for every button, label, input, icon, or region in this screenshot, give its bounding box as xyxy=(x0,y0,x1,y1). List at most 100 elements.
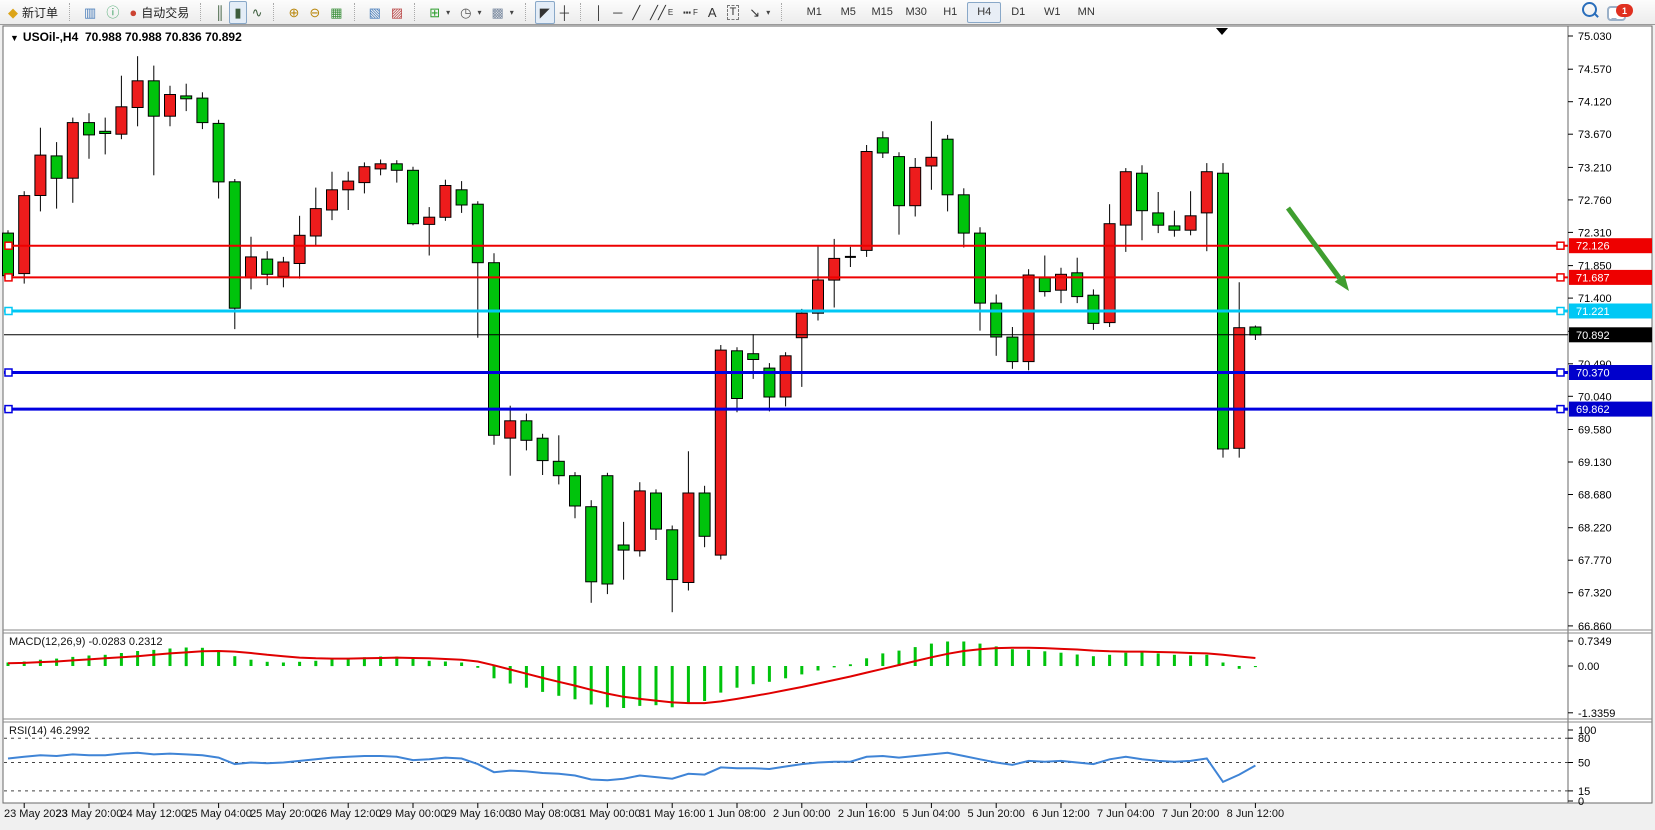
macd-bar xyxy=(994,646,998,666)
price-tick-label: 73.670 xyxy=(1578,129,1612,141)
price-tick-label: 73.210 xyxy=(1578,162,1612,174)
macd-bar xyxy=(71,656,75,666)
macd-bar xyxy=(1091,656,1095,666)
chevron-down-icon: ▾ xyxy=(766,7,771,17)
candle-body xyxy=(1055,273,1067,291)
candle-body xyxy=(650,492,662,530)
macd-bar xyxy=(719,666,723,693)
tab-timeframe-d1[interactable]: D1 xyxy=(1011,6,1026,18)
zoom-out-icon: ⊖ xyxy=(309,4,321,20)
candle-body xyxy=(828,257,841,281)
tile-windows-button[interactable]: ▦ xyxy=(325,1,347,24)
candle-body xyxy=(212,122,225,183)
search-button[interactable] xyxy=(1582,2,1597,22)
market-watch-button[interactable]: ▥ xyxy=(79,1,101,24)
channel-button[interactable]: ╱╱ E xyxy=(645,1,678,24)
macd-bar xyxy=(314,660,318,667)
notifications-button[interactable]: 1 xyxy=(1607,2,1641,22)
price-tick-label: 68.220 xyxy=(1578,523,1612,535)
line-anchor xyxy=(4,368,13,377)
time-tick-label: 1 Jun 08:00 xyxy=(708,808,766,820)
tab-timeframe-m15[interactable]: M15 xyxy=(871,6,893,18)
candle-body xyxy=(617,544,630,551)
macd-bar xyxy=(87,655,91,666)
candle-body xyxy=(50,155,63,179)
candle-body xyxy=(925,156,938,167)
candle-body xyxy=(893,156,905,207)
macd-bar xyxy=(1172,654,1176,666)
crosshair-icon: ┼ xyxy=(559,4,569,20)
macd-bar xyxy=(379,656,383,666)
price-badge-label: 71.221 xyxy=(1576,306,1610,318)
data-window-button[interactable]: ⓘ xyxy=(101,1,124,24)
tab-timeframe-m30[interactable]: M30 xyxy=(905,6,927,18)
crosshair-button[interactable]: ┼ xyxy=(555,1,574,24)
trendline-button[interactable]: ╱ xyxy=(627,1,645,24)
macd-bar xyxy=(1124,652,1128,666)
text-a-icon: A xyxy=(707,4,717,20)
macd-bar xyxy=(217,650,221,666)
fibonacci-button[interactable]: ┅ F xyxy=(678,1,703,24)
bar-chart-type-button[interactable]: ║ xyxy=(210,1,229,24)
fibonacci-icon-suffix: F xyxy=(693,7,698,17)
tab-timeframe-m5[interactable]: M5 xyxy=(840,6,856,18)
trend-arrow-head xyxy=(1334,274,1349,291)
price-tick-label: 67.770 xyxy=(1578,555,1612,567)
toolbar-separator xyxy=(200,3,206,21)
tab-timeframe-m1[interactable]: M1 xyxy=(806,6,822,18)
toolbar-separator xyxy=(781,3,787,21)
tab-timeframe-w1[interactable]: W1 xyxy=(1043,6,1061,18)
candle-body xyxy=(860,151,873,251)
new-order-button-label: 新订单 xyxy=(22,5,59,20)
macd-bar xyxy=(897,650,901,666)
periods-button[interactable]: ◷ ▾ xyxy=(455,1,486,24)
zoom-out-button[interactable]: ⊖ xyxy=(304,1,325,24)
macd-bar xyxy=(929,643,933,666)
macd-bar xyxy=(395,656,399,666)
auto-trading-button[interactable]: ● 自动交易 xyxy=(124,1,194,24)
macd-axis-label: 0.7349 xyxy=(1578,636,1612,648)
candle-body xyxy=(1249,326,1262,336)
tab-timeframe-h1[interactable]: H1 xyxy=(943,6,958,18)
candle-body xyxy=(1152,212,1165,226)
arrow-objects-icon: ↘ xyxy=(749,4,761,20)
price-tick-label: 67.320 xyxy=(1578,588,1612,600)
macd-bar xyxy=(184,647,188,667)
tab-timeframe-h4[interactable]: H4 xyxy=(967,1,1002,23)
vertical-line-button[interactable]: │ xyxy=(590,1,608,24)
line-chart-type-button[interactable]: ∿ xyxy=(247,1,268,24)
macd-bar xyxy=(427,660,431,667)
time-tick-label: 31 May 16:00 xyxy=(639,808,706,820)
candle-body xyxy=(1006,336,1019,363)
text-button[interactable]: A xyxy=(703,1,722,24)
line-anchor xyxy=(4,273,13,282)
indicators-button[interactable]: ⊞ ▾ xyxy=(424,1,455,24)
price-tick-label: 71.850 xyxy=(1578,261,1612,273)
arrows-button[interactable]: ↘ ▾ xyxy=(744,1,775,24)
macd-bar xyxy=(330,659,334,667)
symbol-period-label: USOil-,H4 xyxy=(22,30,79,44)
horizontal-line-button[interactable]: ─ xyxy=(608,1,627,24)
chart-shift-button[interactable]: ▨ xyxy=(386,1,408,24)
macd-bar xyxy=(1237,666,1241,669)
candlestick-type-button[interactable]: ▮ xyxy=(229,0,247,24)
chart-shift-icon: ▨ xyxy=(390,4,404,20)
cursor-button[interactable]: ◤ xyxy=(534,0,555,24)
price-tick-label: 74.570 xyxy=(1578,64,1612,76)
new-order-icon: ◆ xyxy=(8,4,18,20)
new-order-button[interactable]: ◆ 新订单 xyxy=(3,1,63,24)
tab-timeframe-mn[interactable]: MN xyxy=(1077,6,1095,18)
zoom-in-button[interactable]: ⊕ xyxy=(283,1,304,24)
candle-body xyxy=(1136,172,1148,212)
price-tick-label: 72.760 xyxy=(1578,195,1612,207)
candle-body xyxy=(633,490,646,552)
text-label-button[interactable]: T xyxy=(722,1,745,24)
toolbar-separator xyxy=(524,3,531,21)
time-tick-label: 23 May 2023 xyxy=(4,808,68,820)
macd-bar xyxy=(492,666,496,679)
line-anchor xyxy=(1556,273,1565,282)
auto-scroll-button[interactable]: ▧ xyxy=(364,1,386,24)
templates-button[interactable]: ▩ ▾ xyxy=(486,1,518,24)
macd-bar xyxy=(881,653,885,666)
